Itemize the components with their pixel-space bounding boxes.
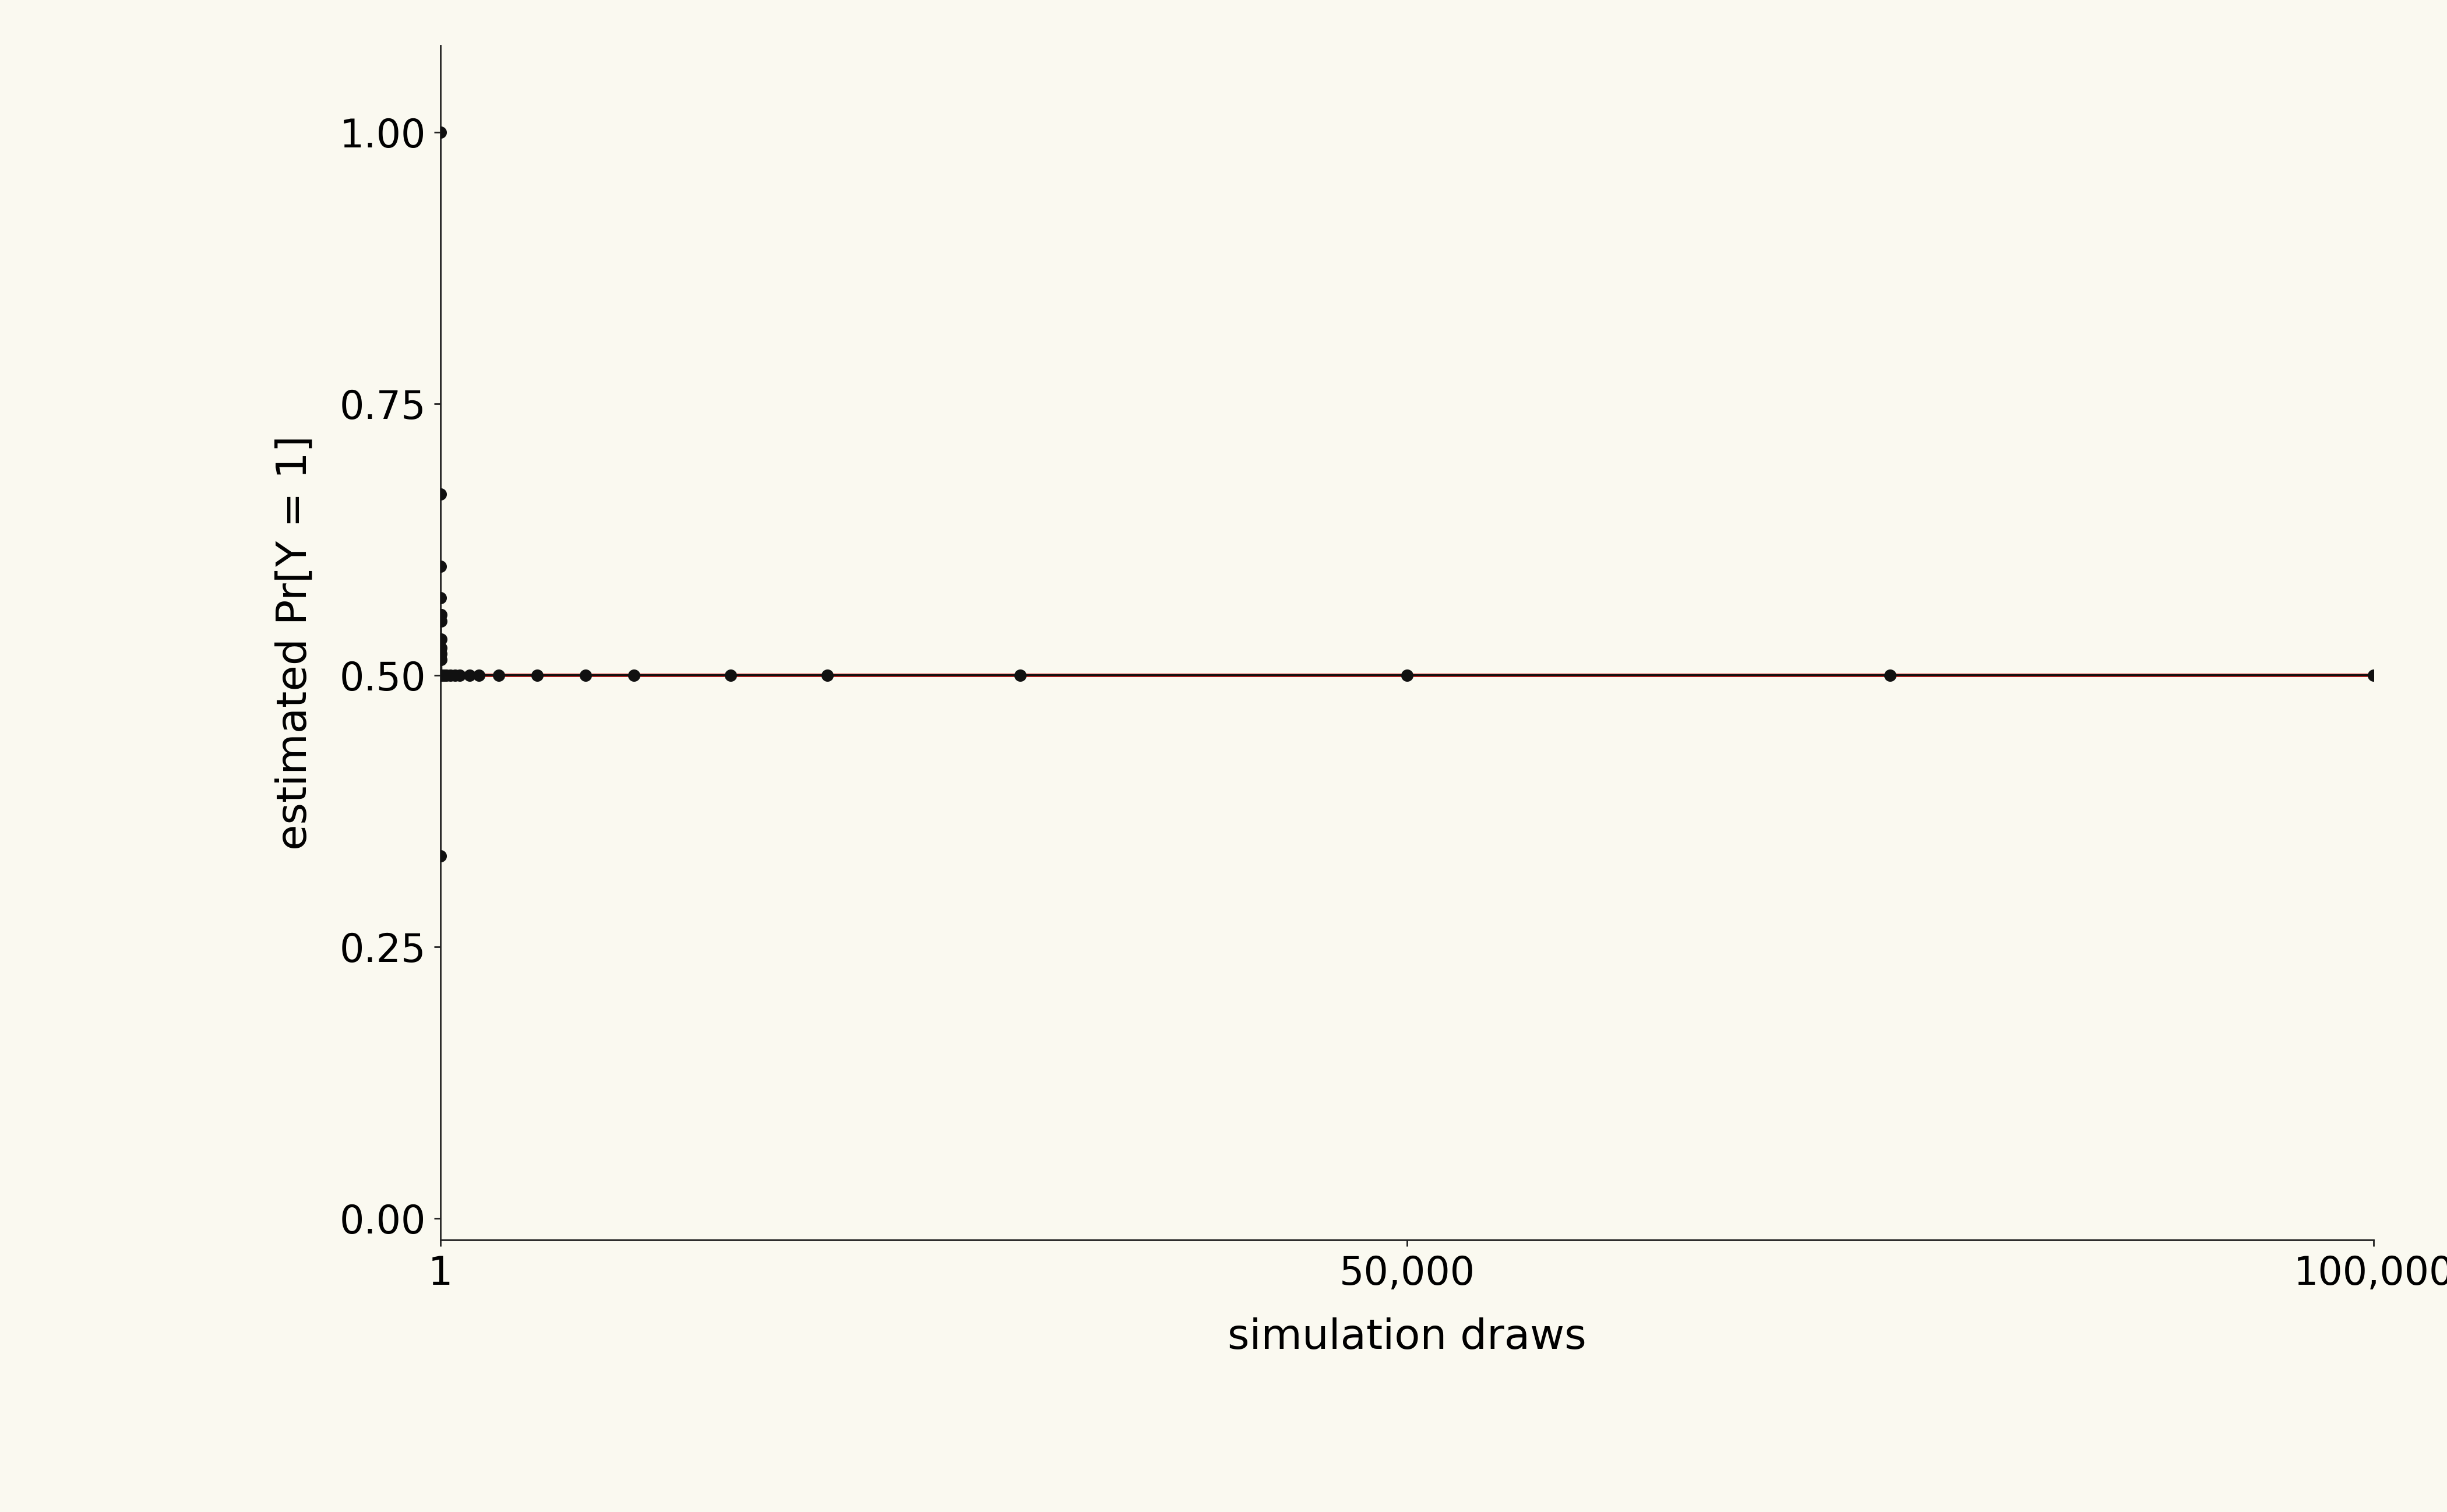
- Point: [421, 482, 460, 507]
- Point: [421, 844, 460, 868]
- Point: [1870, 664, 1909, 688]
- Point: [450, 664, 489, 688]
- Point: [421, 664, 460, 688]
- Point: [421, 664, 460, 688]
- Point: [421, 664, 460, 688]
- Point: [614, 664, 653, 688]
- Point: [421, 664, 460, 688]
- Point: [423, 664, 462, 688]
- Point: [421, 637, 460, 661]
- X-axis label: simulation draws: simulation draws: [1228, 1317, 1586, 1358]
- Point: [426, 664, 465, 688]
- Point: [421, 664, 460, 688]
- Point: [440, 664, 480, 688]
- Point: [431, 664, 470, 688]
- Point: [423, 664, 462, 688]
- Point: [480, 664, 519, 688]
- Point: [2354, 664, 2393, 688]
- Point: [423, 664, 462, 688]
- Point: [460, 664, 499, 688]
- Point: [423, 664, 462, 688]
- Point: [421, 609, 460, 634]
- Point: [421, 119, 460, 144]
- Point: [421, 603, 460, 627]
- Point: [421, 627, 460, 652]
- Point: [421, 664, 460, 688]
- Point: [421, 664, 460, 688]
- Point: [1001, 664, 1040, 688]
- Point: [421, 664, 460, 688]
- Point: [421, 641, 460, 665]
- Point: [808, 664, 847, 688]
- Point: [421, 647, 460, 671]
- Point: [710, 664, 749, 688]
- Point: [565, 664, 604, 688]
- Point: [426, 664, 465, 688]
- Point: [421, 585, 460, 609]
- Point: [436, 664, 475, 688]
- Point: [516, 664, 555, 688]
- Y-axis label: estimated Pr[Y = 1]: estimated Pr[Y = 1]: [274, 435, 316, 850]
- Point: [1387, 664, 1427, 688]
- Point: [421, 555, 460, 579]
- Point: [421, 603, 460, 627]
- Point: [421, 664, 460, 688]
